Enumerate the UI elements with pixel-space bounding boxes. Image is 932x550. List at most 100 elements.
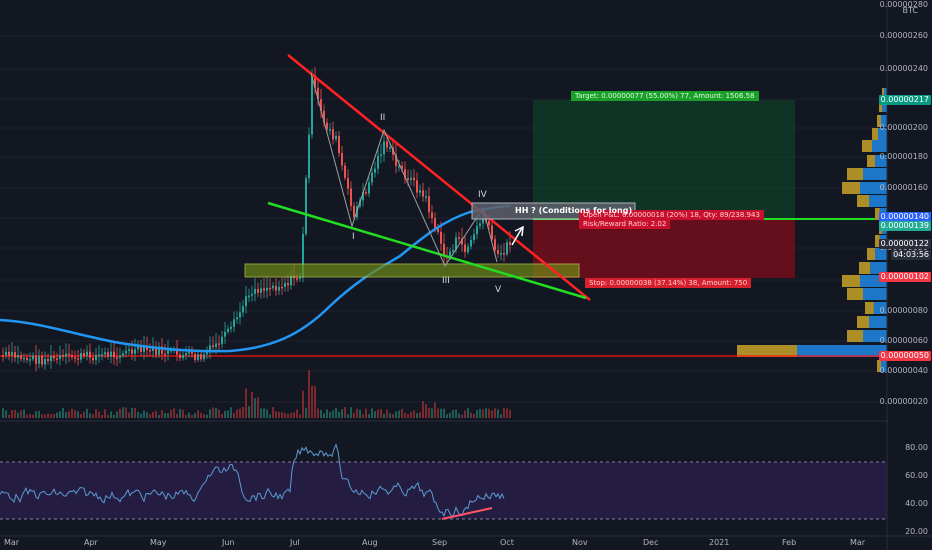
volume-bar [446,414,448,418]
volume-bar [170,409,172,418]
target-zone[interactable] [533,100,795,219]
candle-body [299,277,301,279]
price-tick: 0.00000080 [879,306,928,315]
volume-bar [92,414,94,418]
volume-bar [266,409,268,418]
candle-body [245,296,247,307]
volume-bar [110,411,112,418]
profile-bar [884,88,887,100]
volume-bar [407,414,409,418]
candle-body [362,192,364,201]
candle-body [104,352,106,355]
volume-bar [332,410,334,418]
volume-bar [77,411,79,418]
volume-bar [359,409,361,418]
candle-body [182,355,184,359]
candle-body [209,345,211,353]
candle-body [41,355,43,365]
volume-bar [356,408,358,418]
volume-bar [335,407,337,418]
candle-body [377,155,379,169]
volume-bar [224,410,226,418]
candle-body [257,288,259,293]
price-tick-top: 0.00000280 [879,0,928,9]
volume-bar [350,407,352,418]
price-tick: 0.00000260 [879,31,928,40]
volume-bar [353,412,355,418]
volume-bar [119,408,121,418]
volume-bar [236,409,238,418]
candle-body [500,253,502,255]
candle-body [44,358,46,365]
volume-bar [506,408,508,418]
volume-bar [254,398,256,418]
candle-body [2,355,4,357]
volume-bar [137,411,139,418]
volume-bar [164,413,166,418]
volume-bar [230,407,232,418]
volume-bar [296,409,298,418]
candle-body [347,178,349,189]
volume-bar [233,413,235,418]
candle-body [23,357,25,360]
volume-bar [197,410,199,418]
candle-body [503,253,505,255]
profile-bar [877,115,881,127]
profile-bar [869,195,887,207]
candle-body [101,354,103,356]
candle-body [248,295,250,298]
volume-bar [320,409,322,418]
volume-bar [410,411,412,418]
candle-body [80,353,82,360]
arrow-head-icon [514,225,524,237]
risk-reward-label: Risk/Reward Ratio: 2.02 [579,219,671,229]
candle-body [221,336,223,345]
rsi-divergence-line[interactable] [441,507,493,520]
support-trendline[interactable] [267,201,587,300]
profile-bar [847,288,863,300]
candle-body [8,351,10,356]
profile-bar [869,316,887,328]
moving-average-line[interactable] [0,204,511,353]
candle-body [284,283,286,288]
candle-body [314,75,316,88]
candle-body [386,141,388,148]
candle-body [413,177,415,181]
time-label: Jul [290,538,300,547]
volume-bar [284,413,286,418]
profile-bar [881,360,887,372]
time-label: Jun [222,538,235,547]
rsi-band [0,462,887,519]
volume-bar [374,411,376,418]
candle-body [200,354,202,360]
volume-bar [413,410,415,418]
candle-body [422,190,424,197]
volume-bar [338,411,340,418]
candle-body [419,190,421,193]
volume-bar [83,411,85,418]
support-zone[interactable] [244,263,580,278]
profile-bar [875,235,880,247]
candle-body [86,351,88,356]
profile-bar [877,360,881,372]
volume-bar [209,409,211,418]
time-label: Mar [850,538,866,547]
volume-bar [287,413,289,418]
volume-bar [299,414,301,418]
resistance-trendline[interactable] [287,54,591,301]
profile-bar [872,128,878,140]
volume-bar [341,409,343,418]
candle-body [152,346,154,351]
candle-body [5,351,7,356]
candle-body [95,354,97,361]
candle-body [149,349,151,352]
candle-body [281,286,283,289]
volume-bar [47,413,49,418]
volume-bar [437,408,439,418]
volume-bar [452,409,454,418]
candle-body [401,165,403,170]
volume-bar [488,408,490,418]
profile-bar [857,316,869,328]
candle-body [143,346,145,352]
